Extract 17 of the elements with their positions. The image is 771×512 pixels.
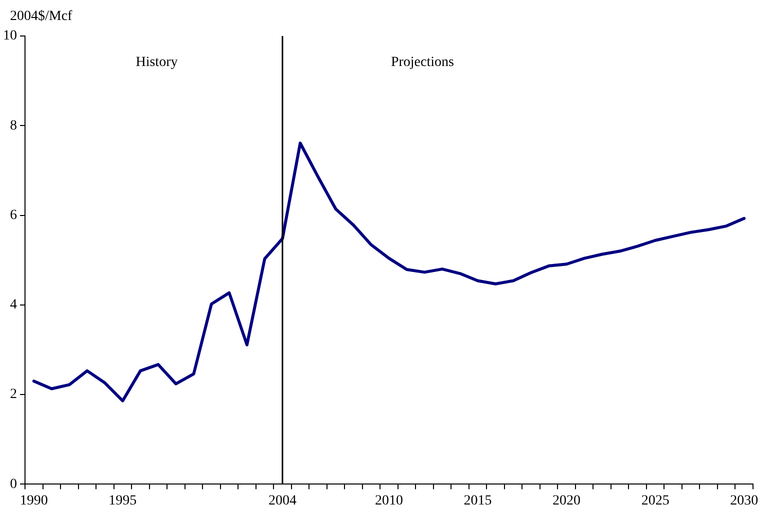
- y-tick-label: 2: [10, 387, 17, 402]
- x-tick-label: 2025: [641, 493, 670, 508]
- y-tick-label: 4: [10, 298, 17, 313]
- y-tick-label: 10: [3, 28, 17, 44]
- x-tick-label: 2015: [464, 493, 492, 508]
- y-tick-label: 8: [10, 118, 17, 134]
- y-axis-title: 2004$/Mcf: [10, 9, 73, 24]
- x-tick-label: 2004: [268, 493, 296, 508]
- x-tick-label: 2030: [730, 493, 758, 508]
- annotation: Projections: [390, 55, 454, 70]
- x-tick-label: 1990: [20, 493, 48, 508]
- y-tick-label: 6: [10, 208, 17, 223]
- x-tick-label: 2020: [552, 493, 581, 508]
- x-tick-label: 1995: [108, 493, 137, 508]
- y-tick-label: 0: [10, 476, 17, 492]
- annotation: History: [136, 55, 178, 70]
- x-tick-label: 2010: [375, 493, 403, 508]
